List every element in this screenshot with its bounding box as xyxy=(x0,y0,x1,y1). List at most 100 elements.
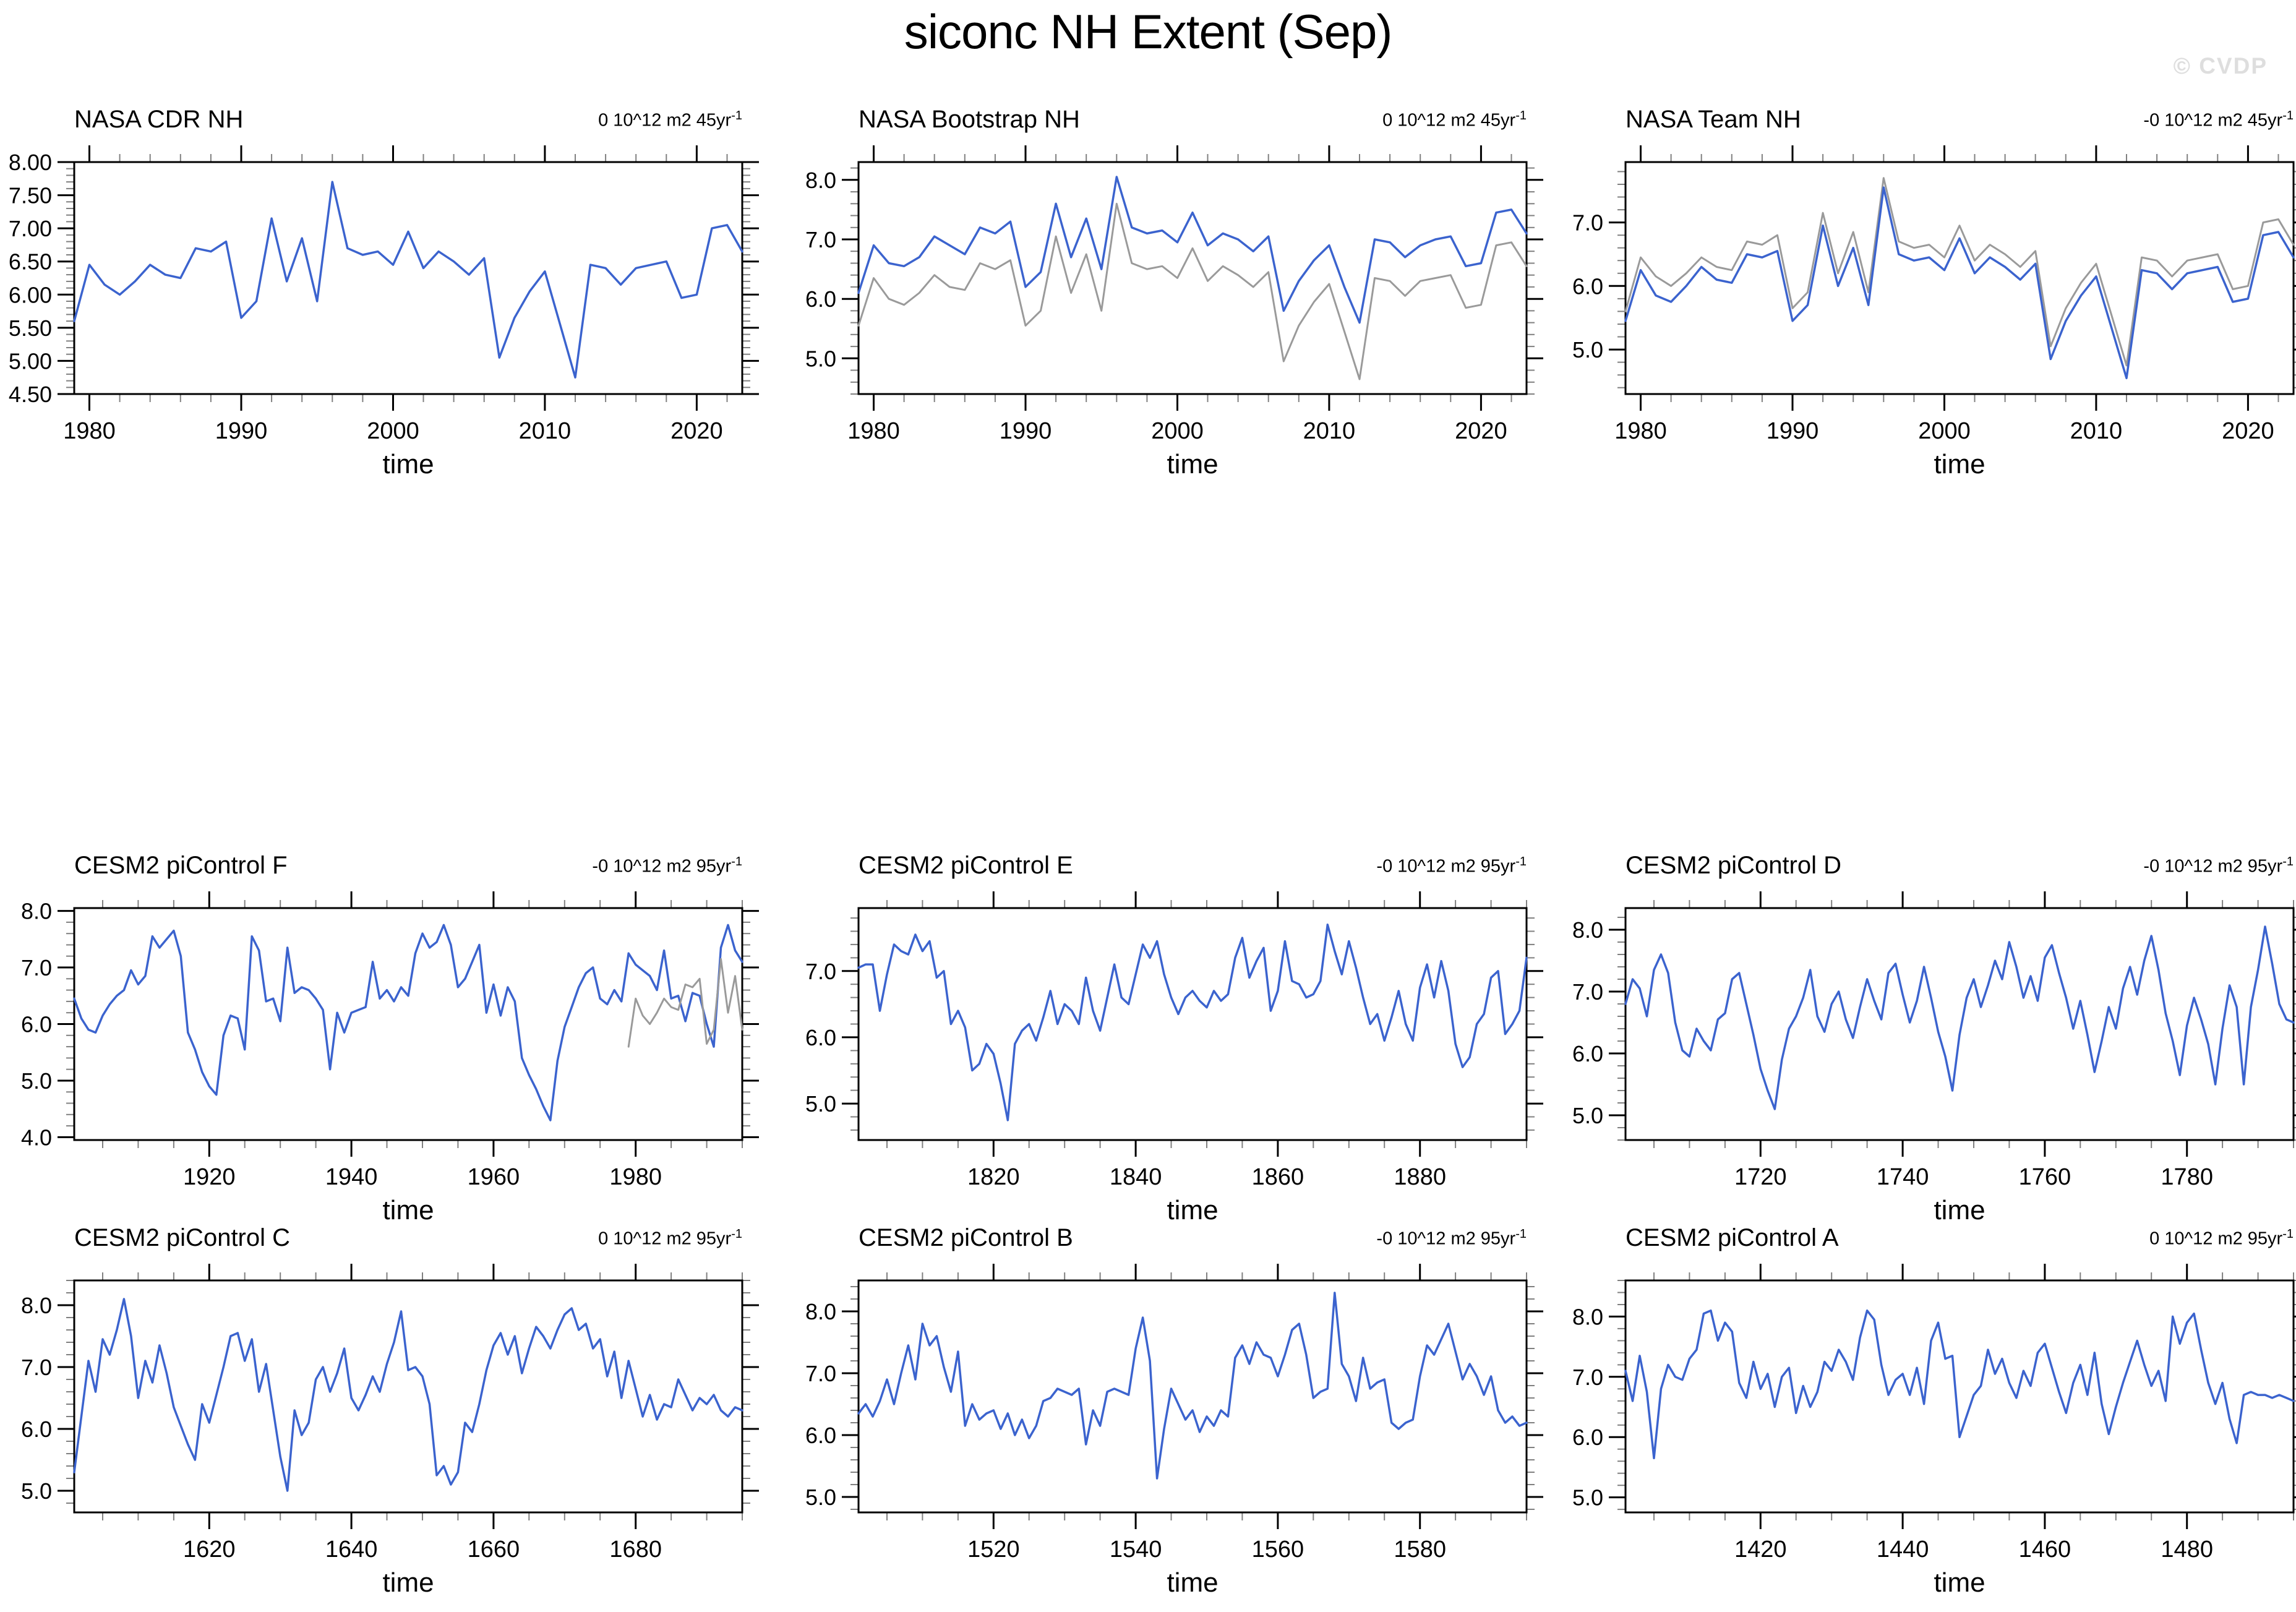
series-line-blue xyxy=(73,181,743,379)
y-tick-label: 7.00 xyxy=(9,216,52,241)
series-line-gray xyxy=(627,958,743,1048)
panel-trend-exponent: -1 xyxy=(731,109,742,123)
panel-header: CESM2 piControl A 0 10^12 m2 95yr-1 xyxy=(1551,1224,2296,1252)
y-tick-label: 5.0 xyxy=(805,346,836,371)
x-tick-label: 1960 xyxy=(468,1164,520,1190)
plot-area: 1620 1640 1660 1680 5.0 6.0 7.0 8.0 time xyxy=(21,1264,759,1598)
x-tick-label: 1580 xyxy=(1394,1537,1446,1563)
panel-trend-exponent: -1 xyxy=(2282,1227,2294,1241)
panel-trend-exponent: -1 xyxy=(1515,109,1527,123)
x-tick-label: 2000 xyxy=(1151,418,1204,444)
panel-trend-annotation: 0 10^12 m2 45yr-1 xyxy=(1382,109,1527,131)
panel-title: CESM2 piControl C xyxy=(74,1224,291,1251)
x-tick-label: 1920 xyxy=(183,1164,236,1190)
x-axis-title: time xyxy=(1934,1195,1985,1225)
panel-nasa-cdr-nh: NASA CDR NH 0 10^12 m2 45yr-1 1980 1990 20… xyxy=(0,106,761,487)
y-tick-label: 5.00 xyxy=(9,348,52,374)
plot-area: 1980 1990 2000 2010 2020 5.0 6.0 7.0 time xyxy=(1572,145,2296,479)
panel-trend-value: 0 10^12 m2 95yr xyxy=(598,1229,732,1249)
x-tick-label: 2010 xyxy=(519,418,572,444)
y-tick-label: 8.0 xyxy=(1572,917,1603,943)
series-line-blue xyxy=(1624,1309,2295,1460)
panel-trend-annotation: 0 10^12 m2 45yr-1 xyxy=(598,109,742,131)
x-tick-label: 1820 xyxy=(967,1164,1020,1190)
panel-title: CESM2 piControl E xyxy=(859,852,1073,879)
y-tick-label: 5.0 xyxy=(805,1485,836,1510)
y-tick-label: 8.0 xyxy=(21,1293,52,1318)
panel-nasa-bootstrap-nh: NASA Bootstrap NH 0 10^12 m2 45yr-1 1980… xyxy=(784,106,1545,487)
x-tick-label: 1980 xyxy=(63,418,116,444)
x-tick-label: 1640 xyxy=(325,1537,378,1563)
series-line-gray xyxy=(1624,177,2295,367)
panel-title: NASA CDR NH xyxy=(74,106,244,133)
x-tick-label: 1520 xyxy=(967,1537,1020,1563)
x-axis-title: time xyxy=(1167,1195,1218,1225)
series-line-blue xyxy=(73,924,743,1121)
plot-area: 1820 1840 1860 1880 5.0 6.0 7.0 time xyxy=(805,891,1543,1225)
series-line-blue xyxy=(857,1292,1528,1480)
x-axis-title: time xyxy=(382,1195,434,1225)
x-tick-label: 1740 xyxy=(1877,1164,1929,1190)
y-tick-label: 6.0 xyxy=(21,1012,52,1037)
y-tick-label: 6.0 xyxy=(1572,1425,1603,1450)
x-tick-label: 1540 xyxy=(1110,1537,1162,1563)
plot-area: 1980 1990 2000 2010 2020 5.0 6.0 7.0 8.0 time xyxy=(805,145,1543,479)
series-line-blue xyxy=(857,176,1528,324)
panel-title: CESM2 piControl A xyxy=(1626,1224,1839,1251)
plot-area: 1920 1940 1960 1980 4.0 5.0 6.0 7.0 8.0 time xyxy=(21,891,759,1225)
panel-cesm2-picontrol-c: CESM2 piControl C 0 10^12 m2 95yr-1 1620… xyxy=(0,1224,761,1605)
y-tick-label: 5.0 xyxy=(21,1068,52,1094)
y-tick-label: 6.0 xyxy=(805,1025,836,1050)
y-tick-label: 5.0 xyxy=(805,1091,836,1117)
x-tick-label: 1940 xyxy=(325,1164,378,1190)
y-tick-label: 7.0 xyxy=(21,955,52,980)
x-axis-title: time xyxy=(1934,1567,1985,1598)
x-tick-label: 1860 xyxy=(1252,1164,1304,1190)
x-axis-title: time xyxy=(382,1567,434,1598)
y-tick-label: 6.50 xyxy=(9,249,52,275)
plot-area: 1720 1740 1760 1780 5.0 6.0 7.0 8.0 time xyxy=(1572,891,2296,1225)
y-tick-label: 8.0 xyxy=(805,1299,836,1324)
panel-title: CESM2 piControl B xyxy=(859,1224,1073,1251)
y-tick-label: 5.0 xyxy=(1572,1103,1603,1128)
panel-trend-annotation: -0 10^12 m2 95yr-1 xyxy=(1376,855,1527,877)
panel-title: NASA Bootstrap NH xyxy=(859,106,1080,133)
x-tick-label: 2000 xyxy=(1918,418,1971,444)
x-axis-title: time xyxy=(1167,1567,1218,1598)
panel-trend-value: 0 10^12 m2 95yr xyxy=(2149,1229,2283,1249)
y-tick-label: 8.0 xyxy=(21,899,52,924)
y-tick-label: 6.0 xyxy=(805,1423,836,1448)
panel-trend-value: -0 10^12 m2 95yr xyxy=(592,857,732,877)
y-tick-label: 7.0 xyxy=(1572,979,1603,1005)
panel-trend-annotation: -0 10^12 m2 95yr-1 xyxy=(1376,1227,1527,1250)
x-tick-label: 2020 xyxy=(2222,418,2274,444)
y-tick-label: 7.0 xyxy=(21,1355,52,1380)
panel-trend-exponent: -1 xyxy=(1515,1227,1527,1241)
panel-trend-annotation: -0 10^12 m2 45yr-1 xyxy=(2143,109,2294,131)
x-tick-label: 2020 xyxy=(1455,418,1507,444)
panel-trend-exponent: -1 xyxy=(2282,109,2294,123)
x-tick-label: 1990 xyxy=(1767,418,1819,444)
y-tick-label: 6.00 xyxy=(9,282,52,307)
x-axis-title: time xyxy=(382,449,434,479)
panel-trend-value: -0 10^12 m2 95yr xyxy=(1376,857,1516,877)
panel-header: CESM2 piControl E -0 10^12 m2 95yr-1 xyxy=(784,852,1545,880)
y-tick-label: 7.0 xyxy=(805,227,836,252)
x-tick-label: 1990 xyxy=(1000,418,1052,444)
y-tick-label: 6.0 xyxy=(1572,1041,1603,1066)
panel-trend-annotation: -0 10^12 m2 95yr-1 xyxy=(2143,855,2294,877)
plot-area: 1420 1440 1460 1480 5.0 6.0 7.0 8.0 time xyxy=(1572,1264,2296,1598)
x-tick-label: 1980 xyxy=(1614,418,1667,444)
panel-trend-exponent: -1 xyxy=(1515,855,1527,869)
y-tick-label: 7.0 xyxy=(805,959,836,984)
x-tick-label: 1760 xyxy=(2019,1164,2071,1190)
x-tick-label: 1660 xyxy=(468,1537,520,1563)
y-tick-label: 6.0 xyxy=(805,286,836,312)
panel-cesm2-picontrol-d: CESM2 piControl D -0 10^12 m2 95yr-1 172… xyxy=(1551,852,2296,1233)
panel-cesm2-picontrol-e: CESM2 piControl E -0 10^12 m2 95yr-1 182… xyxy=(784,852,1545,1233)
panel-header: CESM2 piControl C 0 10^12 m2 95yr-1 xyxy=(0,1224,761,1252)
panel-trend-exponent: -1 xyxy=(731,855,742,869)
x-tick-label: 2000 xyxy=(367,418,419,444)
panel-header: CESM2 piControl F -0 10^12 m2 95yr-1 xyxy=(0,852,761,880)
panel-header: NASA Team NH -0 10^12 m2 45yr-1 xyxy=(1551,106,2296,134)
